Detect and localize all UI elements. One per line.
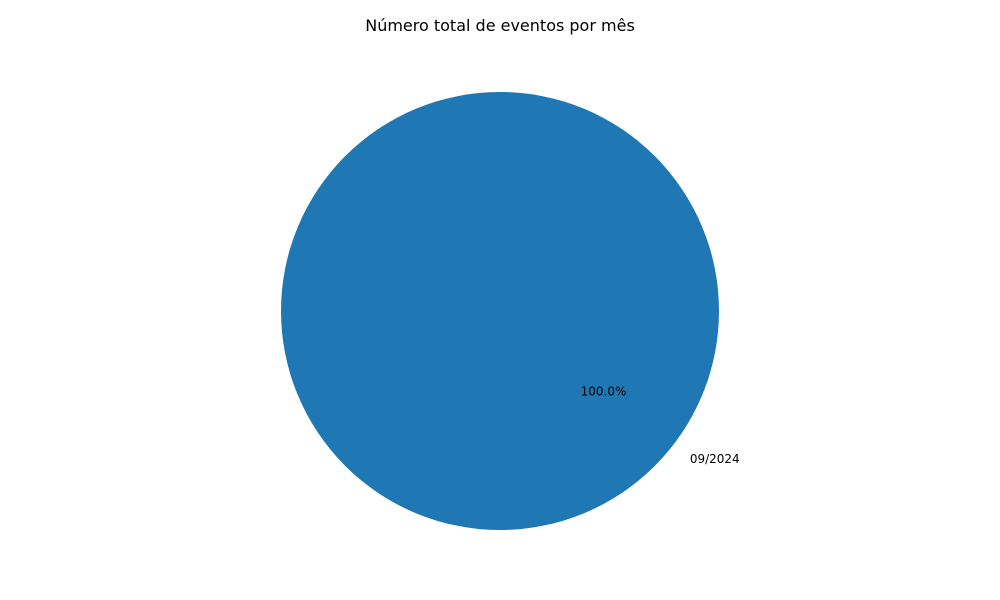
pie-slice <box>281 92 719 530</box>
pie-slices <box>281 92 719 530</box>
percent-label: 100.0% <box>581 384 627 398</box>
pie-labels: 09/2024 100.0% <box>581 384 740 465</box>
chart-title: Número total de eventos por mês <box>365 16 635 35</box>
slice-label: 09/2024 <box>690 452 740 466</box>
